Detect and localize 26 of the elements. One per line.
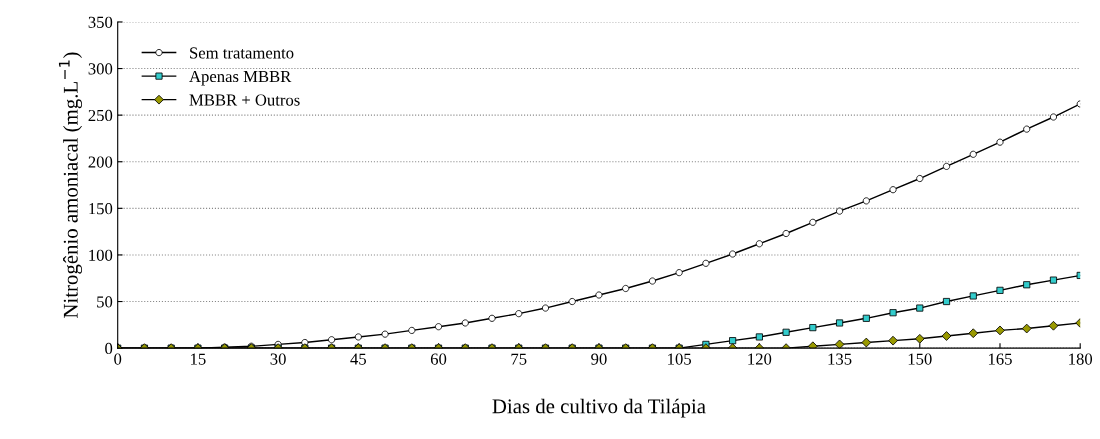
y-tick-label: 300	[88, 63, 113, 75]
y-tick-label: 350	[88, 16, 113, 28]
x-tick-label: 165	[988, 353, 1012, 365]
x-tick-label: 75	[511, 353, 527, 365]
legend-label: MBBR + Outros	[189, 94, 300, 106]
x-tick-label: 150	[908, 353, 932, 365]
x-tick-label: 90	[591, 353, 607, 365]
y-tick-label: 150	[89, 203, 113, 215]
y-tick-label: 250	[88, 109, 113, 122]
y-tick-label: 50	[97, 296, 113, 308]
y-tick-label: 200	[88, 156, 113, 168]
x-tick-label: 45	[350, 353, 367, 365]
x-tick-label: 105	[668, 353, 692, 365]
x-tick-label: 60	[430, 353, 447, 365]
x-tick-label: 120	[748, 353, 772, 365]
x-tick-label: 135	[828, 353, 852, 365]
y-axis-title: Nitrogênio amoniacal (mg.L$^{−1}$)	[58, 52, 83, 318]
y-tick-label: 0	[105, 342, 113, 355]
x-tick-label: 15	[191, 353, 206, 365]
x-axis-title: Dias de cultivo da Tilápia	[492, 398, 706, 418]
x-tick-label: 30	[270, 353, 286, 365]
legend-label: Sem tratamento	[190, 47, 294, 59]
legend-label: Apenas MBBR	[189, 70, 292, 86]
x-tick-label: 180	[1069, 353, 1093, 365]
y-tick-label: 100	[89, 249, 113, 261]
x-tick-label: 0	[114, 353, 122, 365]
